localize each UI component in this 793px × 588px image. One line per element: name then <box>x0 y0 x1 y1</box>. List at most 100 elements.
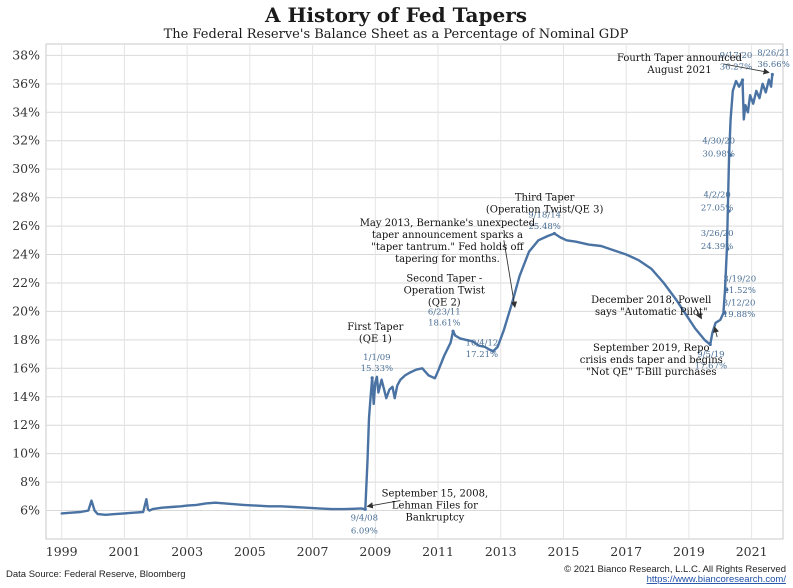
point-label-date: 9/17/20 <box>720 51 753 61</box>
annotation: Second Taper -Operation Twist (QE 2) <box>404 274 485 309</box>
y-gridlines <box>46 54 783 512</box>
y-tick-labels: 6% 8% 10% 12% 14% 16% 18% 20% 22% 24% 26% 28% 30% 32%… <box>12 47 40 517</box>
website-link[interactable]: https://www.biancoresearch.com/ <box>647 574 787 585</box>
annotation-line: December 2018, Powell <box>591 295 711 306</box>
annotations: September 15, 2008, Lehman Files for Bankr… <box>347 53 742 523</box>
x-tick-label: 2019 <box>673 544 705 559</box>
point-marker <box>727 209 731 213</box>
series-group <box>60 73 774 516</box>
point-label-date: 4/2/20 <box>703 191 730 201</box>
y-tick-label: 36% <box>12 76 40 91</box>
annotation-line: taper announcement sparks a <box>372 230 523 241</box>
y-tick-label: 38% <box>12 47 40 62</box>
annotation-line: "Not QE" T-Bill purchases <box>586 367 717 378</box>
annotation-line: (QE 1) <box>359 334 392 345</box>
point-label-date: 8/26/21 <box>757 48 790 58</box>
y-tick-label: 14% <box>12 389 40 404</box>
annotation-line: "taper tantrum." Fed holds off <box>371 242 524 253</box>
annotation-arrow <box>694 306 702 320</box>
point-label-date: 3/19/20 <box>723 275 756 285</box>
point-label-date: 9/18/14 <box>528 211 561 221</box>
point-marker <box>726 247 730 251</box>
annotation: September 2019, Repo crisis ends taper an… <box>580 343 723 378</box>
point-label-value: 15.33% <box>361 364 393 374</box>
plot-frame <box>45 43 784 540</box>
y-tick-label: 12% <box>12 417 40 432</box>
point-marker <box>729 153 733 157</box>
annotation: May 2013, Bernanke's unexpected taper ann… <box>360 218 536 265</box>
point-label-date: 10/4/12 <box>466 339 499 349</box>
y-tick-label: 20% <box>12 303 40 318</box>
x-tick-label: 2005 <box>234 544 266 559</box>
y-tick-label: 32% <box>12 133 40 148</box>
annotation-arrow <box>712 326 720 338</box>
point-label-date: 3/12/20 <box>723 299 756 309</box>
annotation: Fourth Taper announced August 2021 <box>617 53 743 76</box>
point-label-value: 19.88% <box>723 310 755 320</box>
point-marker <box>723 311 727 315</box>
y-tick-label: 24% <box>12 247 40 262</box>
point-label-value: 6.09% <box>351 526 378 536</box>
point-marker <box>363 507 367 511</box>
annotation-arrow <box>723 63 770 75</box>
point-label-value: 24.39% <box>701 242 733 252</box>
x-tick-label: 2017 <box>610 544 642 559</box>
y-tick-label: 28% <box>12 190 40 205</box>
point-label-value: 36.27% <box>720 63 752 73</box>
point-label-date: 9/5/19 <box>697 350 724 360</box>
series-line <box>60 73 774 516</box>
plot-border <box>45 43 784 540</box>
annotation-line: First Taper <box>347 322 403 333</box>
y-tick-label: 18% <box>12 332 40 347</box>
annotation-line: crisis ends taper and begins <box>580 355 723 366</box>
point-marker <box>770 72 774 77</box>
point-marker <box>451 329 455 333</box>
annotation-line: Bankruptcy <box>406 512 465 523</box>
annotation-line: Second Taper - <box>406 274 482 285</box>
annotation: December 2018, Powell says "Automatic Pil… <box>591 295 711 318</box>
point-label-date: 9/4/08 <box>351 514 378 524</box>
point-label-value: 17.21% <box>466 350 498 360</box>
annotation: September 15, 2008, Lehman Files for Bankr… <box>382 488 489 523</box>
annotation-arrow <box>366 500 401 509</box>
x-tick-label: 2003 <box>171 544 203 559</box>
annotation-line: August 2021 <box>646 65 711 76</box>
point-marker <box>370 376 374 380</box>
chart-subtitle: The Federal Reserve's Balance Sheet as a… <box>164 27 629 42</box>
x-tick-label: 2009 <box>359 544 391 559</box>
x-tick-label: 2021 <box>736 544 768 559</box>
annotation: Third Taper (Operation Twist/QE 3) <box>486 192 604 215</box>
point-label-value: 21.52% <box>724 286 756 296</box>
y-tick-label: 10% <box>12 446 40 461</box>
point-marker <box>491 349 495 353</box>
x-tick-label: 2015 <box>548 544 580 559</box>
annotation-line: May 2013, Bernanke's unexpected <box>360 218 536 229</box>
annotation-line: Operation Twist <box>404 286 485 297</box>
y-tick-label: 34% <box>12 104 40 119</box>
y-tick-label: 30% <box>12 161 40 176</box>
y-tick-label: 26% <box>12 218 40 233</box>
annotation-line: (Operation Twist/QE 3) <box>486 204 604 215</box>
data-source: Data Source: Federal Reserve, Bloomberg <box>6 569 186 580</box>
y-tick-label: 6% <box>20 503 40 518</box>
point-marker <box>740 78 745 82</box>
point-label-value: 17.67% <box>695 361 727 371</box>
point-label-value: 27.05% <box>701 203 733 213</box>
annotation-line: September 15, 2008, <box>382 488 489 499</box>
x-tick-label: 1999 <box>46 544 78 559</box>
x-tick-label: 2007 <box>297 544 329 559</box>
x-tick-label: 2001 <box>108 544 140 559</box>
point-marker <box>725 288 729 292</box>
copyright: © 2021 Bianco Research, L.L.C. All Right… <box>564 564 786 575</box>
annotation-line: Fourth Taper announced <box>617 53 743 64</box>
point-label-date: 1/1/09 <box>363 353 390 363</box>
annotation-line: (QE 2) <box>428 298 461 309</box>
point-label-date: 4/30/20 <box>702 137 735 147</box>
annotation-line: tapering for months. <box>395 254 500 265</box>
y-tick-label: 8% <box>20 474 40 489</box>
annotation-line: September 2019, Repo <box>593 343 710 354</box>
annotation-line: Third Taper <box>515 192 575 203</box>
y-tick-label: 22% <box>12 275 40 290</box>
